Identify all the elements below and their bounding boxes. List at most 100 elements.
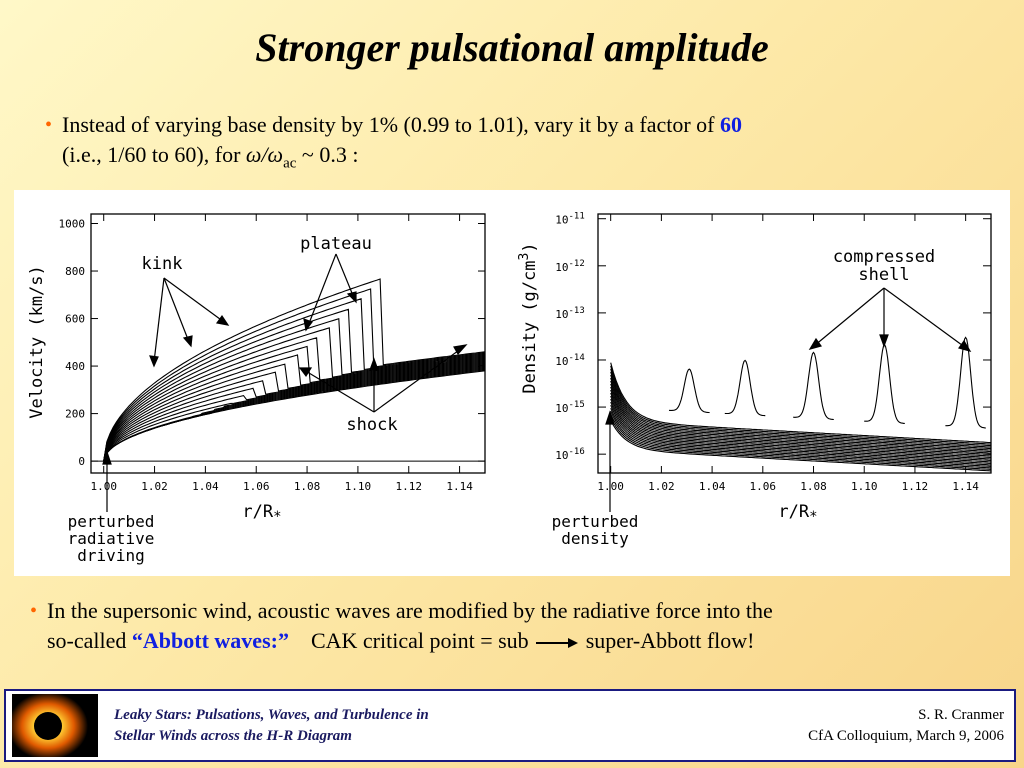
velocity-series-line xyxy=(103,308,486,462)
velocity-series-line xyxy=(103,365,486,462)
density-xtick-label: 1.08 xyxy=(800,480,827,493)
density-series-line xyxy=(610,380,992,453)
density-plot-frame xyxy=(597,213,992,474)
footer-title-line2: Stellar Winds across the H-R Diagram xyxy=(114,728,352,744)
velocity-series-line xyxy=(103,298,486,462)
velocity-series-line xyxy=(103,288,486,462)
velocity-ytick-label: 600 xyxy=(65,313,85,326)
density-series-line xyxy=(610,374,992,450)
density-xtick-label: 1.10 xyxy=(851,480,878,493)
density-series-line xyxy=(610,383,992,454)
velocity-xtick-label: 1.12 xyxy=(395,480,422,493)
density-series-line xyxy=(610,389,992,457)
compressed-shell-peak xyxy=(945,336,986,429)
figure-panel: 1.00 1.02 1.04 1.06 1.08 1.10 1.12 1.14 0 200 400 6… xyxy=(14,190,1010,576)
density-series-line xyxy=(610,410,992,467)
shock-label: shock xyxy=(346,415,397,435)
velocity-xtick-label: 1.06 xyxy=(243,480,270,493)
density-series-line xyxy=(610,417,992,470)
density-xtick-label: 1.04 xyxy=(699,480,726,493)
compressed-label-1: compressed xyxy=(833,247,935,267)
velocity-series-line xyxy=(103,361,486,462)
compressed-shell-peak xyxy=(793,351,834,421)
velocity-xtick-label: 1.02 xyxy=(141,480,168,493)
density-xtick-label: 1.06 xyxy=(750,480,777,493)
density-xlabel: r/R* xyxy=(778,502,817,525)
velocity-xtick-label: 1.14 xyxy=(446,480,473,493)
footer-bar: Leaky Stars: Pulsations, Waves, and Turb… xyxy=(4,689,1016,762)
velocity-series-line xyxy=(103,366,486,462)
bullet2-line1: In the supersonic wind, acoustic waves a… xyxy=(47,598,773,623)
solar-eclipse-icon xyxy=(12,694,98,757)
compressed-shell-peak xyxy=(668,368,710,414)
velocity-series-line xyxy=(103,327,486,462)
velocity-series-line xyxy=(103,369,486,462)
footer-author-name: S. R. Cranmer xyxy=(918,707,1004,723)
compressed-shell-peak xyxy=(724,359,766,417)
bullet-dot-icon: • xyxy=(30,600,38,622)
density-series-line xyxy=(610,401,992,463)
velocity-ytick-label: 200 xyxy=(65,408,85,421)
velocity-plot-frame xyxy=(90,213,486,474)
density-ytick-label: 10-13 xyxy=(555,306,585,321)
compressed-label-2: shell xyxy=(858,265,909,285)
density-series-line xyxy=(610,362,992,444)
density-ytick-label: 10-16 xyxy=(555,447,585,462)
omega-subscript: ac xyxy=(283,155,297,172)
perturbed-density-label-1: perturbed xyxy=(552,512,639,531)
bullet2-line2: so-called xyxy=(47,628,132,653)
velocity-series-line xyxy=(103,354,486,462)
density-series-line xyxy=(610,395,992,460)
footer-talk-title: Leaky Stars: Pulsations, Waves, and Turb… xyxy=(114,705,429,747)
velocity-series-line xyxy=(103,367,486,462)
bullet-abbott-waves: • In the supersonic wind, acoustic waves… xyxy=(30,596,1007,656)
velocity-ytick-label: 400 xyxy=(65,360,85,373)
density-xtick-label: 1.02 xyxy=(648,480,675,493)
velocity-series-line xyxy=(103,337,486,462)
density-series-line xyxy=(610,398,992,461)
density-xtick-label: 1.00 xyxy=(597,480,624,493)
density-series-line xyxy=(610,371,992,448)
figure-svg: 1.00 1.02 1.04 1.06 1.08 1.10 1.12 1.14 0 200 400 6… xyxy=(27,212,992,565)
velocity-series-line xyxy=(103,278,486,462)
density-ytick-label: 10-15 xyxy=(555,400,585,415)
velocity-series-line xyxy=(103,364,486,462)
footer-author: S. R. Cranmer CfA Colloquium, March 9, 2… xyxy=(808,705,1004,747)
velocity-series-line xyxy=(103,363,486,462)
slide-title: Stronger pulsational amplitude xyxy=(255,25,769,70)
density-series-line xyxy=(610,377,992,451)
bullet1-line2: (i.e., 1/60 to 60), for xyxy=(62,142,246,167)
velocity-ytick-label: 0 xyxy=(78,455,85,468)
velocity-xtick-label: 1.10 xyxy=(345,480,372,493)
velocity-ylabel: Velocity (km/s) xyxy=(27,265,47,419)
density-series-line xyxy=(610,404,992,464)
density-series-line xyxy=(610,414,992,469)
density-ytick-label: 10-12 xyxy=(555,259,585,274)
perturbed-label-1: perturbed xyxy=(68,512,155,531)
velocity-chart: 1.00 1.02 1.04 1.06 1.08 1.10 1.12 1.14 0 200 400 6… xyxy=(27,213,486,565)
factor-highlight: 60 xyxy=(720,112,742,137)
perturbed-label-2: radiative xyxy=(68,529,155,548)
velocity-xtick-label: 1.00 xyxy=(90,480,117,493)
kink-label: kink xyxy=(142,254,183,274)
velocity-xtick-label: 1.04 xyxy=(192,480,219,493)
density-ytick-label: 10-14 xyxy=(555,353,585,368)
density-series-line xyxy=(610,386,992,456)
bullet1-line2-suffix: ~ 0.3 : xyxy=(296,142,359,167)
abbott-waves-highlight: “Abbott waves:” xyxy=(131,628,289,653)
compressed-shell-peak xyxy=(864,343,905,424)
bullet-base-density: • Instead of varying base density by 1% … xyxy=(45,110,992,178)
density-series-line xyxy=(610,368,992,447)
perturbed-density-label-2: density xyxy=(561,529,629,548)
perturbed-label-3: driving xyxy=(77,546,144,565)
velocity-series-line xyxy=(103,345,486,462)
velocity-xtick-label: 1.08 xyxy=(294,480,321,493)
density-series-line xyxy=(610,392,992,459)
omega-ratio: ω/ω xyxy=(245,142,284,167)
velocity-series-line xyxy=(103,362,486,462)
bullet-dot-icon: • xyxy=(45,114,53,136)
bullet1-line1: Instead of varying base density by 1% (0… xyxy=(62,112,720,137)
density-ytick-label: 10-11 xyxy=(555,212,585,227)
density-series-line xyxy=(610,420,992,472)
velocity-ytick-label: 800 xyxy=(65,265,85,278)
